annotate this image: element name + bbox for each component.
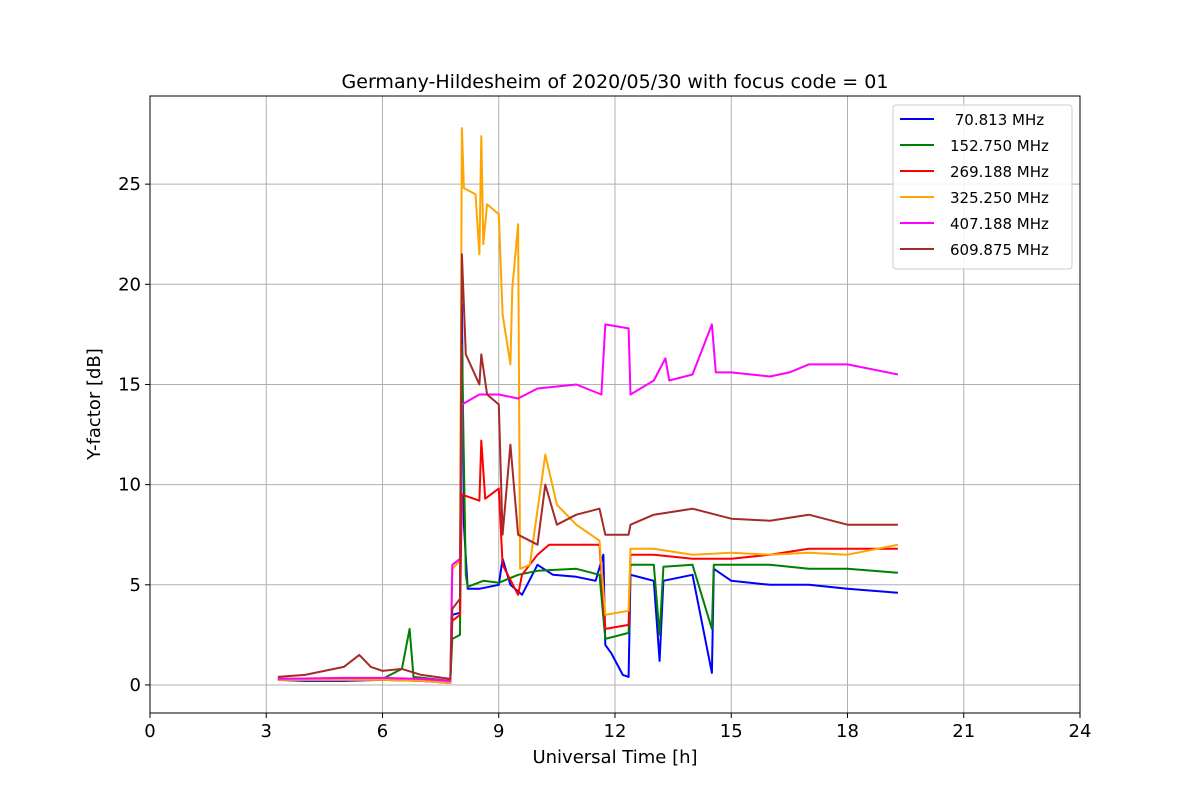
x-tick-label: 24 [1069,721,1092,742]
series-line-6 [277,253,898,680]
legend-label: 609.875 MHz [950,241,1049,259]
y-tick-label: 5 [130,575,141,596]
series-group [277,127,899,684]
legend: 70.813 MHz 152.750 MHz 269.188 MHz 325.250 … [892,104,1073,270]
ticks: 0 3 6 9 12 15 18 21 24 0 5 10 15 20 25 [118,174,1091,742]
x-tick-label: 18 [836,721,859,742]
x-tick-label: 21 [952,721,975,742]
series-line-4 [277,127,899,684]
x-tick-label: 0 [144,721,155,742]
legend-box [892,104,1073,270]
legend-label: 269.188 MHz [950,163,1049,181]
x-tick-label: 9 [493,721,504,742]
y-tick-label: 25 [118,174,141,195]
y-tick-label: 10 [118,475,141,496]
legend-label: 325.250 MHz [950,189,1049,207]
y-tick-label: 15 [118,374,141,395]
series-line-5 [277,323,899,682]
x-tick-label: 12 [604,721,627,742]
x-tick-label: 3 [261,721,272,742]
chart-title: Germany-Hildesheim of 2020/05/30 with fo… [342,71,889,93]
series-line-2 [277,343,898,682]
x-tick-label: 15 [720,721,743,742]
y-tick-label: 0 [130,675,141,696]
legend-label: 152.750 MHz [950,137,1049,155]
x-axis-title: Universal Time [h] [532,747,697,768]
legend-label: 407.188 MHz [950,215,1049,233]
y-axis-title: Y-factor [dB] [84,348,105,461]
x-tick-label: 6 [377,721,388,742]
y-tick-label: 20 [118,274,141,295]
legend-label: 70.813 MHz [950,111,1044,129]
